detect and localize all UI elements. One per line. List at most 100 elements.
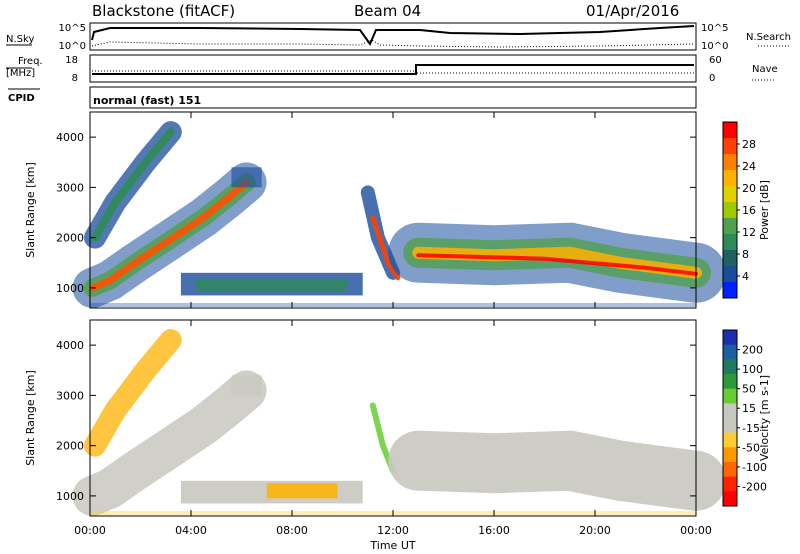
colorbar-segment xyxy=(723,266,737,283)
nsky-trace xyxy=(91,25,695,47)
ytick-label: 1000 xyxy=(56,282,84,295)
echo-band xyxy=(84,329,182,457)
colorbar-segment xyxy=(723,432,737,448)
cpid-text: normal (fast) 151 xyxy=(93,94,201,107)
power-colorbar: 28 24 20 16 12 8 4 xyxy=(722,121,756,299)
cpid-label: CPID xyxy=(8,93,35,104)
colorbar-tick-label: 50 xyxy=(742,383,756,396)
ytick-label: 4000 xyxy=(56,339,84,352)
ytick-label: 1000 xyxy=(56,490,84,503)
time-axis: 00:00 04:00 08:00 12:00 16:00 20:00 00:00 xyxy=(74,112,712,537)
nsearch-label: N.Search xyxy=(746,32,791,43)
freq-tick-bottom: 8 xyxy=(72,73,78,84)
ytick-label: 4000 xyxy=(56,131,84,144)
colorbar-segment xyxy=(723,154,737,171)
echo-band xyxy=(89,178,251,292)
echo-region xyxy=(231,375,262,396)
colorbar-tick-label: 16 xyxy=(742,204,756,217)
beam-title: Beam 04 xyxy=(354,2,421,20)
echo-band xyxy=(416,253,698,276)
nsky-tick-bottom: 10^0 xyxy=(59,41,86,52)
ytick-label: 2000 xyxy=(56,232,84,245)
echo-region xyxy=(266,483,338,499)
colorbar-segment xyxy=(723,344,737,360)
colorbar-segment xyxy=(723,491,737,507)
nsky-panel xyxy=(89,22,697,51)
time-axis-label: Time UT xyxy=(369,539,415,552)
colorbar-segment xyxy=(723,170,737,187)
velocity-ylabel: Slant Range [km] xyxy=(24,370,37,466)
date-title: 01/Apr/2016 xyxy=(586,2,679,20)
xtick-label: 04:00 xyxy=(175,524,207,537)
colorbar-segment xyxy=(723,476,737,492)
colorbar-segment xyxy=(723,403,737,419)
echo-region xyxy=(196,278,348,292)
colorbar-segment xyxy=(723,250,737,267)
power-panel: 1000 2000 3000 4000 Slant Range [km] xyxy=(24,111,726,309)
nave-trace xyxy=(92,70,694,74)
nave-label: Nave xyxy=(752,64,778,75)
colorbar-segment xyxy=(723,447,737,463)
cpid-panel xyxy=(89,86,697,109)
colorbar-segment xyxy=(723,388,737,404)
power-ylabel: Slant Range [km] xyxy=(24,162,37,258)
power-yaxis: 1000 2000 3000 4000 xyxy=(56,131,696,295)
colorbar-segment xyxy=(723,202,737,219)
xtick-label: 20:00 xyxy=(579,524,611,537)
colorbar-segment xyxy=(723,282,737,299)
ytick-label: 3000 xyxy=(56,389,84,402)
xtick-label: 00:00 xyxy=(680,524,712,537)
colorbar-tick-label: -15 xyxy=(742,422,760,435)
velocity-colorbar: 200 100 50 15 -15 -50 -100 -200 xyxy=(722,329,767,507)
colorbar-segment xyxy=(723,462,737,478)
echo-region xyxy=(231,167,262,188)
ytick-label: 3000 xyxy=(56,181,84,194)
echo-band xyxy=(388,430,726,511)
nave-tick-top: 60 xyxy=(709,55,722,66)
echo-band xyxy=(91,128,175,242)
freq-panel xyxy=(89,54,697,83)
colorbar-tick-label: 200 xyxy=(742,344,763,357)
colorbar-frame xyxy=(722,329,738,507)
nave-tick-bottom: 0 xyxy=(709,73,715,84)
colorbar-tick-label: 8 xyxy=(742,248,749,261)
xtick-label: 16:00 xyxy=(478,524,510,537)
colorbar-segment xyxy=(723,359,737,375)
colorbar-segment xyxy=(723,218,737,235)
freq-unit-label: [MHz] xyxy=(6,68,35,79)
velocity-yaxis: 1000 2000 3000 4000 xyxy=(56,339,696,503)
freq-trace xyxy=(92,64,694,75)
xtick-label: 12:00 xyxy=(377,524,409,537)
colorbar-tick-label: 12 xyxy=(742,226,756,239)
nsearch-trace xyxy=(91,39,695,48)
velocity-panel: 1000 2000 3000 4000 Slant Range [km] xyxy=(24,319,726,517)
colorbar-segment xyxy=(723,418,737,434)
colorbar-segment xyxy=(723,330,737,346)
freq-label: Freq. xyxy=(18,56,43,67)
xtick-label: 00:00 xyxy=(74,524,106,537)
nsky-tick-top: 10^5 xyxy=(59,23,86,34)
colorbar-tick-label: 15 xyxy=(742,402,756,415)
colorbar-tick-label: -50 xyxy=(742,441,760,454)
colorbar-tick-label: 28 xyxy=(742,138,756,151)
nsearch-tick-top: 10^5 xyxy=(701,23,728,34)
colorbar-segment xyxy=(723,138,737,155)
velocity-colorbar-label: Velocity [m s-1] xyxy=(758,375,771,461)
velocity-data xyxy=(72,329,726,516)
power-data xyxy=(72,121,726,308)
power-colorbar-label: Power [dB] xyxy=(758,180,771,240)
colorbar-tick-label: 24 xyxy=(742,160,756,173)
colorbar-tick-label: 20 xyxy=(742,182,756,195)
colorbar-segment xyxy=(723,122,737,139)
colorbar-tick-label: -200 xyxy=(742,480,767,493)
echo-band xyxy=(370,215,401,281)
nsky-label: N.Sky xyxy=(6,34,34,45)
echo-band xyxy=(72,370,267,516)
colorbar-tick-label: 4 xyxy=(742,270,749,283)
nsearch-tick-bottom: 10^0 xyxy=(701,41,728,52)
colorbar-tick-label: 100 xyxy=(742,363,763,376)
colorbar-tick-label: -100 xyxy=(742,461,767,474)
colorbar-segment xyxy=(723,186,737,203)
colorbar-segment xyxy=(723,374,737,390)
